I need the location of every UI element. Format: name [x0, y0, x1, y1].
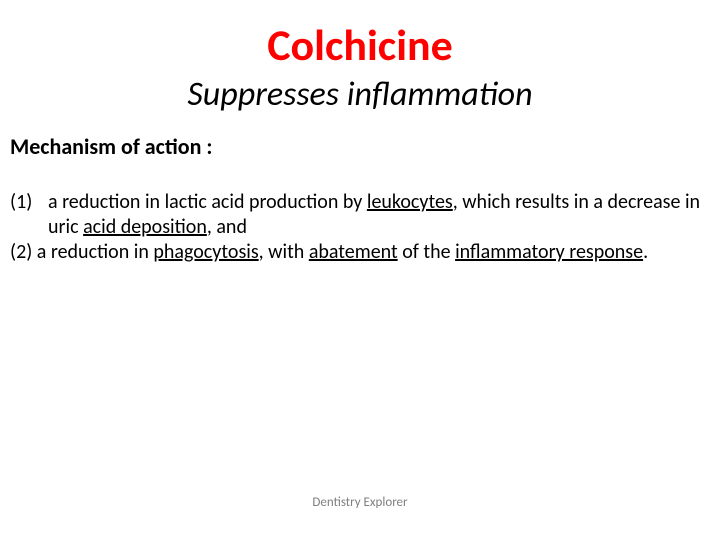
- text-run: a reduction in: [32, 240, 153, 264]
- list-item: (2) a reduction in phagocytosis, with ab…: [10, 240, 672, 265]
- text-run: , and: [207, 215, 247, 239]
- body-text: (1) a reduction in lactic acid productio…: [0, 190, 720, 265]
- item-number: (1): [10, 190, 32, 215]
- section-heading: Mechanism of action :: [0, 133, 720, 160]
- list-item: (1) a reduction in lactic acid productio…: [48, 190, 710, 240]
- text-run: a reduction in lactic acid production by: [48, 190, 367, 214]
- underlined-term: leukocytes: [367, 190, 453, 214]
- text-run: of the: [398, 240, 455, 264]
- page-title: Colchicine: [0, 18, 720, 72]
- item-number: (2): [10, 240, 32, 264]
- underlined-term: acid deposition: [83, 215, 207, 239]
- underlined-term: phagocytosis: [153, 240, 258, 264]
- underlined-term: inflammatory response: [455, 240, 643, 264]
- text-run: .: [643, 240, 648, 264]
- page-subtitle: Suppresses inflammation: [0, 74, 720, 115]
- text-run: , with: [259, 240, 309, 264]
- footer-text: Dentistry Explorer: [0, 495, 720, 510]
- underlined-term: abatement: [309, 240, 398, 264]
